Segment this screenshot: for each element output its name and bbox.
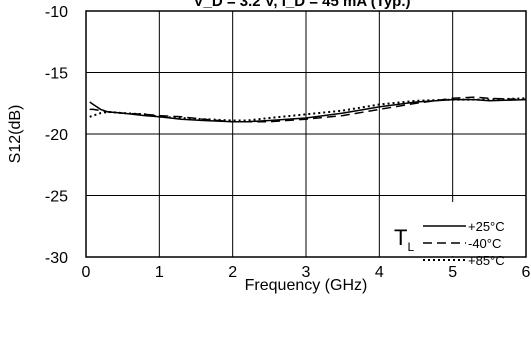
- x-tick-label: 6: [522, 264, 531, 281]
- legend-label-2: -40°C: [468, 236, 501, 251]
- legend-box: [390, 202, 524, 256]
- y-tick-label: -10: [45, 4, 68, 21]
- y-tick-label: -15: [45, 66, 68, 83]
- y-tick-labels: -30 -25 -20 -15 -10: [45, 4, 68, 267]
- legend: TL +25°C -40°C +85°C: [390, 202, 524, 268]
- x-tick-label: 2: [228, 264, 237, 281]
- y-tick-label: -30: [45, 250, 68, 267]
- plot-frame: [85, 10, 527, 258]
- x-tick-label: 5: [448, 264, 457, 281]
- legend-items: +25°C -40°C +85°C: [423, 219, 505, 268]
- x-tick-label: 4: [375, 264, 384, 281]
- x-axis-label: Frequency (GHz): [245, 277, 368, 294]
- chart-title: V_D = 3.2 V, I_D = 45 mA (Typ.): [193, 0, 410, 10]
- series-line-3: [89, 97, 527, 122]
- y-tick-label: -25: [45, 189, 68, 206]
- x-tick-label: 1: [155, 264, 164, 281]
- y-axis-label: S12(dB): [7, 105, 24, 164]
- legend-title: TL: [394, 225, 414, 254]
- x-tick-label: 3: [302, 264, 311, 281]
- legend-label-1: +25°C: [468, 219, 505, 234]
- x-tick-label: 0: [82, 264, 91, 281]
- legend-label-3: +85°C: [468, 253, 505, 268]
- x-tick-labels: 0 1 2 3 4 5 6: [82, 264, 531, 281]
- plot-grid: [86, 11, 526, 257]
- y-tick-label: -20: [45, 127, 68, 144]
- series-lines: [89, 96, 527, 123]
